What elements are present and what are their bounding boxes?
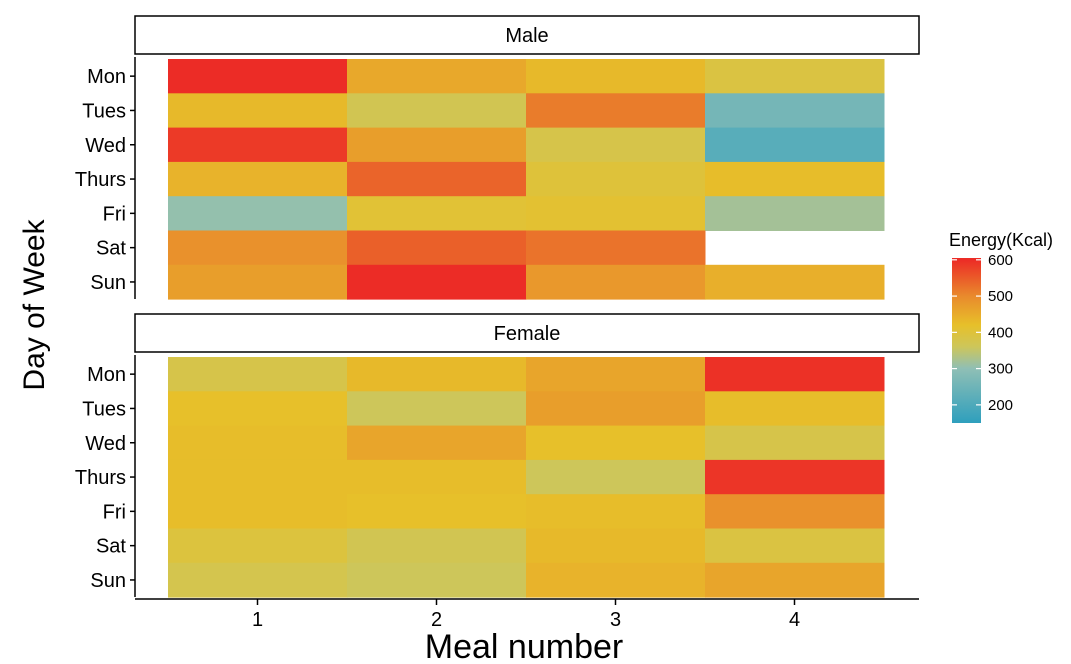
x-tick-label: 3	[610, 609, 621, 631]
heatmap-cell	[526, 59, 706, 94]
heatmap-cell	[168, 127, 348, 163]
y-tick-label: Fri	[103, 501, 126, 523]
heatmap-cell	[168, 196, 348, 231]
y-tick-label: Tues	[82, 398, 126, 420]
facet-strip-label: Female	[494, 323, 561, 345]
y-tick-label: Wed	[85, 433, 126, 455]
heatmap-cell	[526, 196, 706, 231]
legend-tick-label: 600	[988, 252, 1013, 269]
y-tick-label: Sat	[96, 238, 126, 260]
facet-strip	[134, 313, 920, 353]
legend-title: Energy(Kcal)	[949, 230, 1053, 250]
heatmap-cell	[168, 391, 348, 427]
y-tick-label: Sat	[96, 536, 126, 558]
legend-colorbar	[952, 258, 981, 423]
heatmap-cell	[347, 161, 527, 197]
facet-strip-label: Male	[505, 25, 548, 47]
heatmap-cell	[347, 230, 527, 266]
facet-female: Female Mon Tues Wed Thurs Fri Sat Sun	[75, 313, 920, 598]
legend-tick-label: 200	[988, 397, 1013, 414]
heatmap-cell	[168, 161, 348, 197]
heatmap-cell	[168, 357, 348, 392]
y-tick-label: Mon	[87, 66, 126, 88]
heatmap-cell	[526, 562, 706, 598]
heatmap-cell	[347, 264, 527, 300]
heatmap-cell	[705, 161, 885, 197]
heatmap-cell	[347, 459, 527, 495]
heatmap-cell	[168, 494, 348, 529]
heatmap-cell	[168, 562, 348, 598]
heatmap-cell	[526, 161, 706, 197]
x-tick-label: 1	[252, 609, 263, 631]
heatmap-cell	[526, 528, 706, 564]
heatmap-cell	[347, 357, 527, 392]
legend-tick-label: 400	[988, 324, 1013, 341]
facet-strip	[134, 15, 920, 55]
legend-tick-label: 500	[988, 288, 1013, 305]
y-tick-label: Thurs	[75, 169, 126, 191]
y-tick-label: Thurs	[75, 467, 126, 489]
heatmap-cell	[347, 93, 527, 129]
heatmap-cell	[347, 528, 527, 564]
heatmap-cell	[705, 528, 885, 564]
heatmap-cell	[347, 425, 527, 461]
y-tick-label: Mon	[87, 364, 126, 386]
heatmap-cell	[526, 425, 706, 461]
x-tick-label: 4	[789, 609, 800, 631]
heatmap-cell	[526, 494, 706, 529]
heatmap-cell	[168, 59, 348, 94]
heatmap-cell	[526, 127, 706, 163]
heatmap-cell	[526, 391, 706, 427]
heatmap-cell	[168, 264, 348, 300]
heatmap-cell	[526, 93, 706, 129]
heatmap-cell	[705, 264, 885, 300]
color-legend: Energy(Kcal) 200 300 400 500 600	[949, 230, 1053, 423]
heatmap-cell	[705, 562, 885, 598]
x-axis-title: Meal number	[425, 628, 623, 664]
heatmap-cell	[168, 93, 348, 129]
heatmap-cell	[347, 562, 527, 598]
heatmap-cell	[347, 391, 527, 427]
facets-layer: Male Mon Tues Wed Thurs Fri Sat Sun Female Mon Tue…	[75, 15, 920, 598]
heatmap-cell	[705, 494, 885, 529]
heatmap-cell	[347, 127, 527, 163]
heatmap-cell	[705, 127, 885, 163]
heatmap-cell	[705, 459, 885, 495]
y-tick-label: Fri	[103, 203, 126, 225]
heatmap-cell	[168, 230, 348, 266]
heatmap-cell	[347, 196, 527, 231]
legend-tick-label: 300	[988, 361, 1013, 378]
x-tick-label: 2	[431, 609, 442, 631]
heatmap-cell	[526, 230, 706, 266]
heatmap-cell	[705, 196, 885, 231]
y-axis-title: Day of Week	[18, 218, 51, 390]
heatmap-cell	[526, 264, 706, 300]
y-tick-label: Sun	[90, 570, 126, 592]
heatmap-cell	[347, 494, 527, 529]
y-tick-label: Wed	[85, 135, 126, 157]
heatmap-cell	[705, 59, 885, 94]
heatmap-cell	[705, 93, 885, 129]
facet-male: Male Mon Tues Wed Thurs Fri Sat Sun	[75, 15, 920, 300]
heatmap-cell	[705, 357, 885, 392]
y-tick-label: Tues	[82, 100, 126, 122]
x-axis: 1 2 3 4	[135, 598, 919, 631]
heatmap-cell	[168, 459, 348, 495]
heatmap-cell	[526, 357, 706, 392]
heatmap-cell	[168, 425, 348, 461]
heatmap-cell	[347, 59, 527, 94]
heatmap-cell	[705, 391, 885, 427]
y-tick-label: Sun	[90, 272, 126, 294]
heatmap-cell	[168, 528, 348, 564]
heatmap-cell	[526, 459, 706, 495]
heatmap-cell	[705, 425, 885, 461]
